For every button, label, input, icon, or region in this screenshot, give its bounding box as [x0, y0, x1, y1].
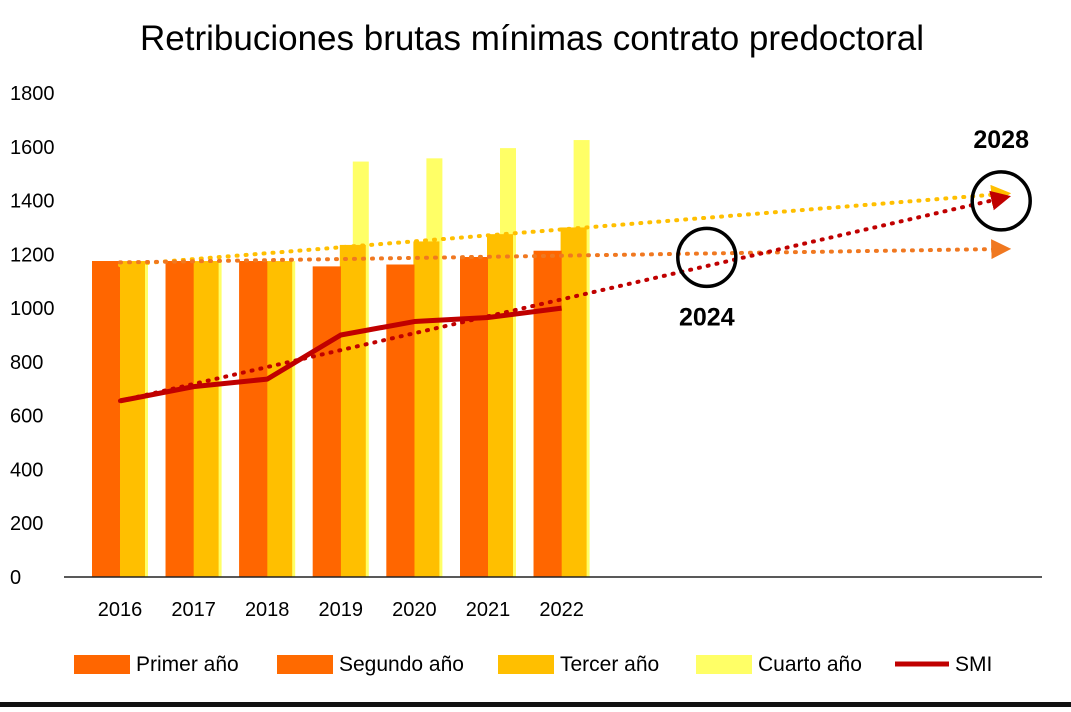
- bar-primer-ano-2016: [92, 261, 120, 577]
- trend-line-3: [118, 190, 1011, 403]
- y-tick-label: 1000: [10, 298, 55, 320]
- x-axis: 2016 2017 2018 2019 2020 2021 2022: [98, 599, 584, 621]
- x-tick-label: 2021: [466, 599, 511, 621]
- annotations: 2024 2028: [676, 126, 1032, 331]
- smi-line: [119, 305, 562, 404]
- y-tick-label: 1200: [10, 244, 55, 266]
- annotation-circle-2028: [970, 170, 1032, 232]
- x-tick-label: 2020: [392, 599, 437, 621]
- bar-primer-ano-2021: [460, 257, 488, 577]
- trend-line-2: [118, 239, 1012, 265]
- x-tick-label: 2016: [98, 599, 143, 621]
- legend-swatch-cuarto-ano: [696, 655, 752, 674]
- bar-tercer-ano-2018: [266, 261, 293, 577]
- chart-title: Retribuciones brutas mínimas contrato pr…: [140, 19, 924, 58]
- bar-tercer-ano-2022: [560, 227, 587, 577]
- y-tick-label: 200: [10, 513, 43, 535]
- y-tick-label: 1600: [10, 137, 55, 159]
- bar-primer-ano-2022: [533, 250, 562, 578]
- x-tick-label: 2017: [171, 599, 216, 621]
- y-axis: 0 200 400 600 800 1000 1200 1400 1600 1800: [10, 83, 55, 589]
- legend-label-segundo-ano: Segundo año: [339, 653, 464, 676]
- legend-swatch-tercer-ano: [498, 655, 554, 674]
- annotation-label-2028: 2028: [973, 126, 1029, 154]
- legend-swatch-segundo-ano: [277, 655, 333, 674]
- bar-primer-ano-2017: [165, 261, 194, 577]
- legend: Primer año Segundo año Tercer año Cuarto añ…: [74, 653, 992, 676]
- bar-tercer-ano-2016: [119, 261, 145, 577]
- annotation-label-2024: 2024: [679, 303, 735, 331]
- legend-label-primer-ano: Primer año: [136, 653, 239, 676]
- y-tick-label: 800: [10, 352, 43, 374]
- bar-tercer-ano-2017: [192, 261, 219, 577]
- x-tick-label: 2018: [245, 599, 290, 621]
- y-tick-label: 1400: [10, 191, 55, 213]
- y-tick-label: 1800: [10, 83, 55, 105]
- legend-label-smi: SMI: [955, 653, 992, 676]
- bar-tercer-ano-2021: [487, 234, 513, 577]
- bar-primer-ano-2019: [312, 266, 341, 577]
- legend-label-cuarto-ano: Cuarto año: [758, 653, 862, 676]
- annotation-circle-2024: [676, 226, 738, 289]
- bar-tercer-ano-2020: [413, 241, 440, 577]
- x-tick-label: 2022: [539, 599, 584, 621]
- trend-lines: [118, 184, 1012, 403]
- bar-primer-ano-2018: [239, 261, 268, 577]
- bar-primer-ano-2020: [386, 264, 415, 577]
- bars: [92, 140, 590, 578]
- trend-line-1: [118, 184, 1012, 268]
- legend-label-tercer-ano: Tercer año: [560, 653, 659, 676]
- y-tick-label: 400: [10, 459, 43, 481]
- bar-tercer-ano-2019: [339, 244, 366, 577]
- smi-series-line: [119, 305, 562, 404]
- legend-swatch-primer-ano: [74, 655, 130, 674]
- y-tick-label: 0: [10, 567, 21, 589]
- bottom-border: [0, 702, 1071, 707]
- y-tick-label: 600: [10, 406, 43, 428]
- x-tick-label: 2019: [319, 599, 364, 621]
